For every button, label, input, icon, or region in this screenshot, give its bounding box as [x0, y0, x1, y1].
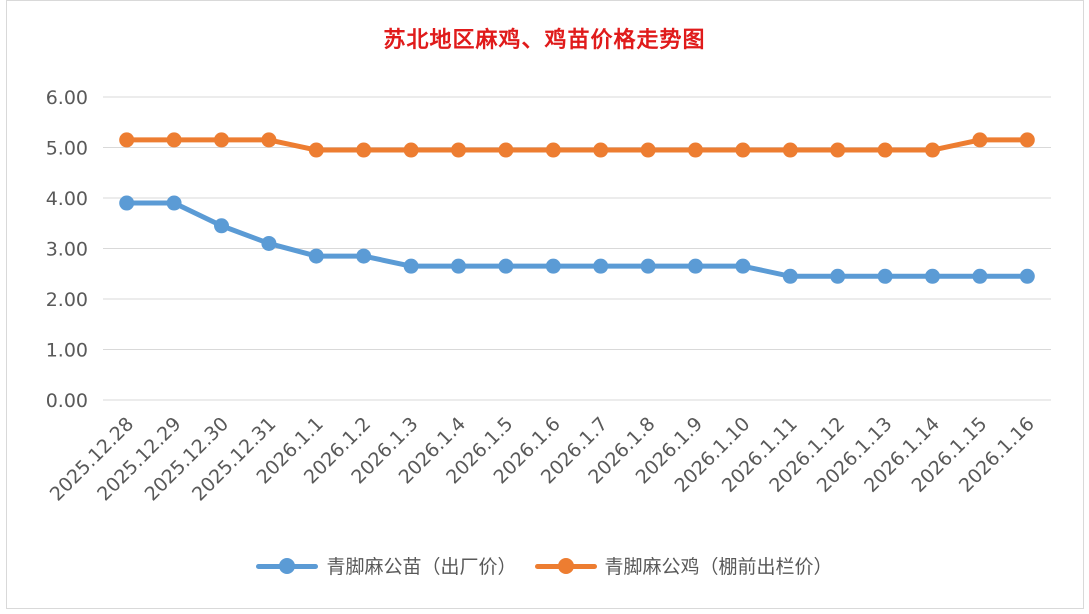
data-point-series-2	[356, 142, 372, 158]
y-tick-label: 1.00	[46, 340, 88, 362]
data-point-series-1	[119, 195, 135, 211]
data-point-series-2	[1019, 132, 1035, 148]
chart-frame[interactable]	[6, 0, 1084, 609]
data-point-series-2	[214, 132, 229, 148]
legend-label-series-1: 青脚麻公苗（出厂价）	[326, 556, 517, 578]
data-point-series-2	[451, 142, 466, 158]
data-point-series-1	[782, 268, 798, 284]
data-point-series-1	[166, 195, 182, 211]
y-tick-label: 6.00	[46, 87, 88, 109]
data-point-series-2	[735, 142, 751, 158]
data-point-series-2	[782, 142, 798, 158]
chart-legend: 青脚麻公苗（出厂价） 青脚麻公鸡（棚前出栏价）	[0, 552, 1089, 579]
data-point-series-2	[261, 132, 277, 148]
data-point-series-1	[545, 258, 561, 274]
y-tick-label: 5.00	[46, 138, 88, 160]
data-point-series-1	[640, 258, 656, 274]
y-tick-label: 4.00	[46, 188, 88, 210]
data-point-series-1	[688, 258, 703, 274]
data-point-series-1	[735, 258, 751, 274]
data-point-series-1	[261, 235, 277, 251]
data-point-series-1	[877, 268, 893, 284]
data-point-series-1	[1019, 268, 1035, 284]
legend-item-series-2: 青脚麻公鸡（棚前出栏价）	[534, 552, 833, 579]
data-point-series-2	[166, 132, 182, 148]
data-point-series-1	[498, 258, 514, 274]
data-point-series-1	[308, 248, 324, 264]
data-point-series-1	[214, 218, 229, 234]
data-point-series-2	[972, 132, 988, 148]
data-point-series-1	[593, 258, 609, 274]
data-point-series-1	[925, 268, 940, 284]
legend-item-series-1: 青脚麻公苗（出厂价）	[256, 552, 517, 579]
data-point-series-1	[403, 258, 419, 274]
data-point-series-1	[356, 248, 372, 264]
data-point-series-2	[688, 142, 703, 158]
data-point-series-2	[498, 142, 514, 158]
legend-marker-series-2	[534, 555, 597, 577]
data-point-series-2	[877, 142, 893, 158]
data-point-series-2	[925, 142, 940, 158]
series-line-1	[124, 200, 1030, 279]
data-point-series-2	[593, 142, 609, 158]
y-tick-label: 0.00	[46, 390, 88, 412]
data-point-series-1	[451, 258, 466, 274]
chart-title: 苏北地区麻鸡、鸡苗价格走势图	[383, 27, 706, 53]
legend-label-series-2: 青脚麻公鸡（棚前出栏价）	[604, 556, 833, 578]
data-point-series-2	[308, 142, 324, 158]
data-point-series-2	[403, 142, 419, 158]
y-tick-label: 2.00	[46, 289, 88, 311]
y-tick-label: 3.00	[46, 239, 88, 261]
data-point-series-2	[640, 142, 656, 158]
data-point-series-2	[119, 132, 135, 148]
data-point-series-2	[545, 142, 561, 158]
data-point-series-1	[830, 268, 846, 284]
series-line-2	[124, 137, 1030, 153]
data-point-series-2	[830, 142, 846, 158]
legend-marker-series-1	[256, 555, 319, 577]
data-point-series-1	[972, 268, 988, 284]
